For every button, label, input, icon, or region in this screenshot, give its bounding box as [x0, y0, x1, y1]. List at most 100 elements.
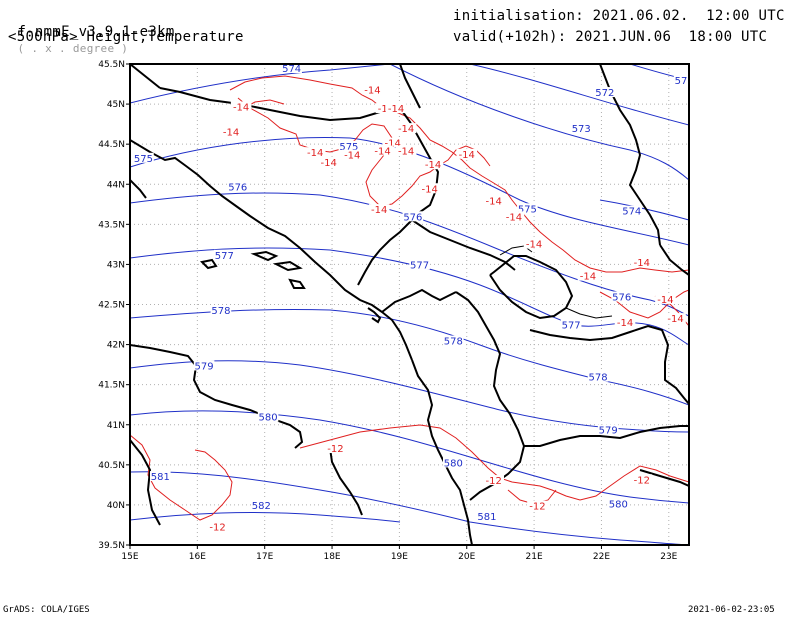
croatia-bosnia-border: [159, 87, 401, 122]
height-contour-label: 581: [477, 512, 496, 523]
temperature-contour-label-bg: [207, 521, 228, 532]
temperature-contour-label: -14: [506, 212, 522, 223]
height-contour-577: [130, 247, 689, 346]
height-contour-label-bg: [150, 471, 171, 482]
height-contours: [130, 64, 689, 545]
height-contour-574: [130, 64, 391, 104]
model-title: f-nmmE_v3.9.1-e3km ( . x . degree ): [0, 8, 175, 57]
lat-tick-label: 43N: [107, 260, 125, 270]
height-contour-578: [130, 308, 689, 406]
height-contour-label: 575: [518, 204, 537, 215]
lon-tick-label: 22E: [593, 552, 610, 562]
lon-tick-label: 21E: [526, 552, 543, 562]
lat-tick-label: 40N: [107, 501, 125, 511]
italy-west: [130, 439, 161, 526]
level-title: <500hPa> Height,Temperature: [8, 29, 244, 45]
map-frame: [129, 63, 690, 546]
height-contour-label-bg: [517, 203, 538, 214]
italy-coast-b: [329, 447, 363, 516]
height-contour-label-bg: [611, 291, 632, 302]
bulgaria-border: [659, 244, 689, 276]
temperature-contour-label-bg: [422, 159, 444, 170]
height-contour-label: 578: [211, 306, 230, 317]
height-contour-label-bg: [560, 319, 582, 330]
height-contour-label: 578: [444, 337, 463, 348]
height-contour-label: 578: [589, 373, 608, 384]
height-contour-label: 575: [134, 154, 153, 165]
height-contour-label-bg: [402, 211, 424, 222]
adriatic-east-coast: [130, 139, 413, 361]
height-contour-label-bg: [570, 123, 592, 134]
bosnia-montenegro-border: [357, 219, 413, 286]
temp-contour-east: [599, 289, 689, 319]
lat-tick-label: 40.5N: [98, 461, 125, 471]
temperature-contour-label-bg: [631, 257, 653, 268]
lon-tick-label: 16E: [189, 552, 206, 562]
height-contour-574b: [599, 199, 689, 221]
lat-tick-label: 45.5N: [98, 60, 125, 70]
lat-tick-label: 44N: [107, 180, 125, 190]
temperature-contour-label: -12: [529, 502, 545, 513]
temperature-contour-label: -12: [634, 475, 650, 486]
height-contour-label-bg: [621, 205, 643, 216]
height-contour-581: [130, 471, 689, 545]
temperature-contour-label-bg: [527, 500, 548, 511]
temperature-contour-label: -14: [580, 272, 596, 283]
island-4: [288, 278, 306, 289]
bay-kotor: [367, 307, 382, 324]
height-contour-label-bg: [257, 411, 279, 422]
height-contour-label: 577: [410, 260, 429, 271]
temperature-contour-label: -14: [321, 158, 337, 169]
temperature-contour-label-bg: [631, 474, 653, 485]
temperature-contour-label-bg: [220, 126, 242, 137]
lat-tick-label: 42.5N: [98, 301, 125, 311]
albania-coast: [411, 359, 473, 545]
temp-contour-minus12-b: [299, 424, 689, 501]
height-contour-label-bg: [281, 63, 302, 74]
height-contour-label-bg: [133, 152, 154, 163]
temperature-contour-label: -14: [634, 258, 650, 269]
height-contour-label: 577: [562, 321, 581, 332]
temperature-contour-label: -14: [398, 147, 414, 158]
temperature-contour-label: -14: [374, 147, 390, 158]
axis-ticks: 15E 16E 17E 18E 19E 20E 21E 22E 23E 39.5N 40N 40.5N…: [98, 60, 677, 562]
height-contour-label: 572: [595, 88, 614, 99]
kosovo-inner: [499, 245, 533, 256]
height-contour-573: [389, 64, 689, 181]
projection-note: ( . x . degree ): [17, 42, 129, 55]
temperature-contour-label-bg: [523, 238, 545, 249]
height-contour-label: 573: [572, 124, 591, 135]
height-contour-label-bg: [476, 511, 498, 522]
temperature-contour-label: -14: [371, 205, 387, 216]
render-timestamp: 2021-06-02-23:05: [688, 605, 775, 615]
temperature-contour-label-bg: [230, 101, 252, 112]
coastline-and-borders: [130, 64, 689, 545]
temperature-contour-label-bg: [614, 317, 636, 328]
height-contour-label-bg: [338, 140, 360, 151]
height-contour-label-bg: [587, 371, 609, 382]
temperature-contour-label: -12: [486, 476, 502, 487]
temperature-contour-label-bg: [362, 84, 383, 95]
lat-tick-label: 41N: [107, 421, 125, 431]
temperature-contour-label: -14: [425, 160, 441, 171]
temperature-contour-label: -14: [526, 240, 542, 251]
italy-coast: [130, 344, 304, 449]
temperature-contour-label-bg: [395, 145, 417, 156]
height-contour-label-bg: [673, 75, 689, 86]
height-contour-label: 577: [215, 251, 234, 262]
height-contour-label-bg: [409, 259, 430, 270]
lat-tick-label: 44.5N: [98, 140, 125, 150]
height-contour-label-bg: [594, 87, 616, 98]
temperature-contour-label: -14: [384, 139, 400, 150]
temperature-contour-label-bg: [503, 211, 525, 222]
temperature-contour-label: -14: [223, 127, 239, 138]
height-contour-label-bg: [213, 249, 235, 260]
temperature-contour-label: -14: [486, 196, 502, 207]
height-contour-582: [130, 512, 401, 523]
temperature-contour-label: -14: [344, 151, 360, 162]
greece-coast: [639, 469, 689, 487]
temperature-contours: [130, 75, 689, 521]
height-contour-label: 576: [403, 212, 422, 223]
lon-tick-label: 23E: [660, 552, 677, 562]
